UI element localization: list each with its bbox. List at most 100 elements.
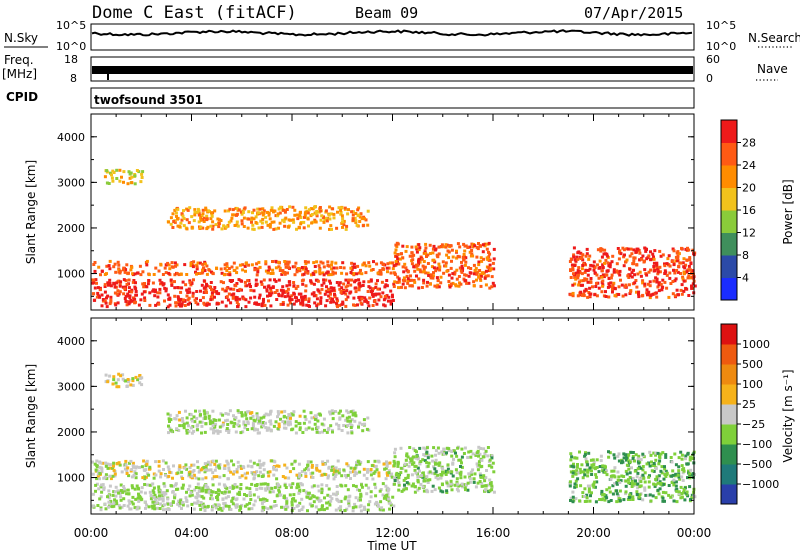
heatmap-cell xyxy=(387,471,391,475)
heatmap-cell xyxy=(303,213,307,217)
heatmap-cell xyxy=(284,507,288,511)
heatmap-cell xyxy=(478,452,482,456)
heatmap-cell xyxy=(151,482,155,486)
heatmap-cell xyxy=(441,470,444,474)
heatmap-cell xyxy=(352,272,356,276)
nsky-series xyxy=(91,29,693,37)
heatmap-cell xyxy=(583,453,587,457)
heatmap-cell xyxy=(571,500,575,504)
heatmap-cell xyxy=(413,280,417,284)
heatmap-cell xyxy=(248,501,252,505)
heatmap-cell xyxy=(108,463,112,467)
heatmap-cell xyxy=(396,275,400,279)
heatmap-cell xyxy=(140,383,144,387)
heatmap-cell xyxy=(464,244,468,248)
heatmap-cell xyxy=(94,489,97,493)
heatmap-cell xyxy=(580,267,584,271)
heatmap-cell xyxy=(203,262,207,266)
heatmap-cell xyxy=(350,431,354,435)
heatmap-cell xyxy=(190,502,194,506)
heatmap-cell xyxy=(214,422,218,426)
heatmap-cell xyxy=(605,254,609,258)
heatmap-cell xyxy=(212,504,216,508)
heatmap-cell xyxy=(273,278,276,282)
heatmap-cell xyxy=(354,414,358,418)
heatmap-cell xyxy=(109,295,113,299)
heatmap-cell xyxy=(277,412,281,416)
heatmap-cell xyxy=(256,428,260,432)
heatmap-cell xyxy=(246,428,250,431)
heatmap-cell xyxy=(279,288,283,292)
heatmap-cell xyxy=(299,222,303,226)
heatmap-cell xyxy=(278,266,282,270)
heatmap-cell xyxy=(401,282,405,286)
heatmap-cell xyxy=(121,373,125,377)
heatmap-cell xyxy=(475,278,478,282)
heatmap-cell xyxy=(194,301,198,305)
heatmap-cell xyxy=(413,468,417,472)
heatmap-cell xyxy=(130,475,134,479)
heatmap-cell xyxy=(435,285,439,289)
heatmap-cell xyxy=(594,475,598,479)
heatmap-cell xyxy=(234,430,238,434)
heatmap-cell xyxy=(370,292,374,296)
heatmap-cell xyxy=(328,410,332,414)
heatmap-cell xyxy=(617,452,621,456)
velocity-cbar-label: Velocity [m s⁻¹] xyxy=(781,369,795,462)
heatmap-cell xyxy=(334,493,338,497)
heatmap-cell xyxy=(335,490,339,494)
heatmap-cell xyxy=(688,458,692,462)
heatmap-cell xyxy=(332,266,336,270)
heatmap-cell xyxy=(627,496,631,499)
heatmap-cell xyxy=(259,463,263,467)
heatmap-cell xyxy=(445,491,449,494)
heatmap-cell xyxy=(632,484,636,488)
heatmap-cell xyxy=(647,480,651,484)
heatmap-cell xyxy=(390,472,394,476)
heatmap-cell xyxy=(137,499,141,503)
heatmap-cell xyxy=(106,466,110,470)
heatmap-cell xyxy=(592,260,596,264)
heatmap-cell xyxy=(179,499,183,503)
heatmap-cell xyxy=(475,451,479,455)
heatmap-cell xyxy=(674,472,678,476)
heatmap-cell xyxy=(311,476,315,479)
heatmap-cell xyxy=(298,226,301,230)
heatmap-cell xyxy=(581,264,585,267)
heatmap-cell xyxy=(314,416,318,420)
heatmap-cell xyxy=(236,409,240,413)
heatmap-cell xyxy=(286,303,290,307)
heatmap-cell xyxy=(250,216,254,220)
heatmap-cell xyxy=(292,467,296,471)
heatmap-cell xyxy=(672,483,676,487)
heatmap-cell xyxy=(115,462,119,466)
heatmap-cell xyxy=(617,497,621,501)
heatmap-cell xyxy=(609,477,613,481)
heatmap-cell xyxy=(360,217,364,221)
heatmap-cell xyxy=(403,262,407,266)
heatmap-cell xyxy=(631,495,635,499)
heatmap-cell xyxy=(358,281,362,285)
heatmap-cell xyxy=(468,245,472,249)
heatmap-cell xyxy=(675,489,679,493)
heatmap-cell xyxy=(633,281,637,285)
heatmap-cell xyxy=(133,506,137,510)
heatmap-cell xyxy=(633,459,636,463)
heatmap-cell xyxy=(319,260,323,264)
heatmap-cell xyxy=(288,470,292,474)
heatmap-cell xyxy=(632,256,636,260)
heatmap-cell xyxy=(598,259,602,263)
heatmap-cell xyxy=(312,272,316,276)
heatmap-cell xyxy=(224,412,228,416)
nave-label: Nave xyxy=(757,62,788,76)
heatmap-cell xyxy=(295,486,299,490)
heatmap-cell xyxy=(354,220,358,224)
heatmap-cell xyxy=(679,288,683,292)
heatmap-cell xyxy=(262,505,266,509)
heatmap-cell xyxy=(619,479,623,483)
heatmap-cell xyxy=(97,265,101,269)
heatmap-cell xyxy=(474,485,478,489)
heatmap-cell xyxy=(362,280,366,284)
heatmap-cell xyxy=(391,261,395,265)
heatmap-cell xyxy=(591,285,594,289)
